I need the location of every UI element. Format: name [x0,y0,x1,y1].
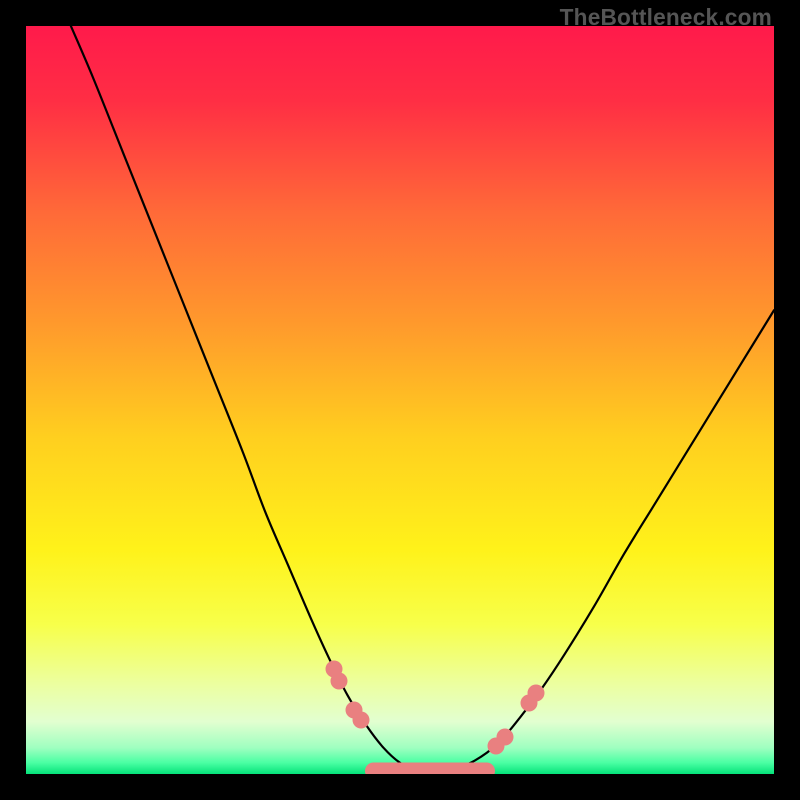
marker-layer [26,26,774,774]
marker-point [496,728,513,745]
marker-point [353,712,370,729]
plot-area [26,26,774,774]
marker-bottom-cluster [365,763,495,775]
marker-point [330,672,347,689]
marker-point [528,685,545,702]
watermark-text: TheBottleneck.com [560,4,772,31]
